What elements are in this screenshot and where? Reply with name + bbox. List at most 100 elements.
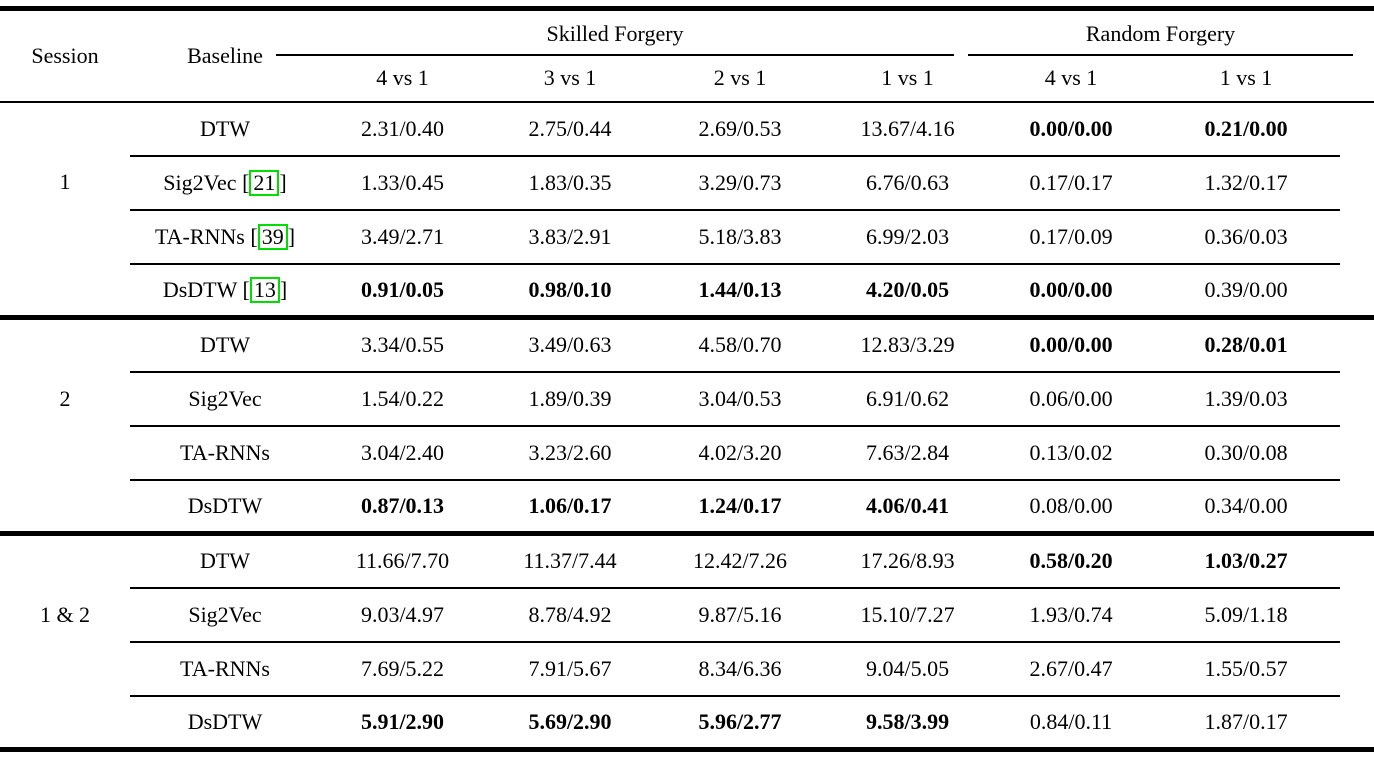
value-cell: 0.30/0.08 xyxy=(1152,425,1341,481)
value-cell: 8.34/6.36 xyxy=(655,641,825,697)
citation-link[interactable]: 21 xyxy=(249,169,280,196)
spacer xyxy=(1340,588,1374,642)
value-cell: 3.23/2.60 xyxy=(485,425,655,481)
value-cell: 9.04/5.05 xyxy=(825,641,991,697)
value-cell: 7.63/2.84 xyxy=(825,425,991,481)
results-table: Session Baseline Skilled Forgery Random … xyxy=(0,6,1374,752)
table-row: DsDTW [13] 0.91/0.05 0.98/0.10 1.44/0.13 4.2… xyxy=(0,264,1374,318)
random-forgery-label: Random Forgery xyxy=(968,21,1354,56)
value-cell: 1.06/0.17 xyxy=(528,492,612,518)
value-cell: 2.31/0.40 xyxy=(320,101,485,157)
value-cell: 0.08/0.00 xyxy=(1029,492,1113,518)
spacer xyxy=(1340,480,1374,534)
value-cell: 0.00/0.00 xyxy=(1029,276,1113,302)
table-header: Session Baseline Skilled Forgery Random … xyxy=(0,9,1374,102)
spacer xyxy=(1340,534,1374,588)
citation-link[interactable]: 39 xyxy=(257,223,288,250)
column-header-baseline: Baseline xyxy=(187,42,263,68)
spacer xyxy=(1340,426,1374,480)
baseline-cell: Sig2Vec xyxy=(130,371,320,427)
value-cell: 12.83/3.29 xyxy=(825,317,991,373)
value-cell: 12.42/7.26 xyxy=(655,533,825,589)
baseline-cell: DTW xyxy=(130,101,320,157)
value-cell: 3.04/2.40 xyxy=(320,425,485,481)
table-row: 2 DTW 3.34/0.55 3.49/0.63 4.58/0.70 12.83/3.2… xyxy=(0,317,1374,411)
column-header-skilled-4vs1: 4 vs 1 xyxy=(376,65,429,90)
baseline-cell: TA-RNNs xyxy=(130,425,320,481)
value-cell: 6.76/0.63 xyxy=(825,155,991,211)
value-cell: 2.67/0.47 xyxy=(990,641,1153,697)
value-cell: 3.29/0.73 xyxy=(655,155,825,211)
value-cell: 2.75/0.44 xyxy=(485,101,655,157)
value-cell: 4.02/3.20 xyxy=(655,425,825,481)
value-cell: 3.34/0.55 xyxy=(320,317,485,373)
header-row-subcolumns: 4 vs 1 3 vs 1 2 vs 1 1 vs 1 4 vs 1 1 vs … xyxy=(0,56,1374,102)
column-header-session: Session xyxy=(31,42,99,68)
table-row: Sig2Vec 1.54/0.22 1.89/0.39 3.04/0.53 6.91/0… xyxy=(0,371,1374,427)
column-header-random-4vs1: 4 vs 1 xyxy=(1044,65,1098,90)
value-cell: 0.06/0.00 xyxy=(990,371,1153,427)
value-cell: 6.99/2.03 xyxy=(825,209,991,265)
column-header-skilled-3vs1: 3 vs 1 xyxy=(543,65,597,90)
value-cell: 7.91/5.67 xyxy=(485,641,655,697)
value-cell: 1.44/0.13 xyxy=(698,276,782,302)
session-group: 1 & 2 DTW 11.66/7.70 11.37/7.44 12.42/7.26 17… xyxy=(0,533,1374,750)
value-cell: 0.28/0.01 xyxy=(1152,317,1341,373)
spacer xyxy=(1340,210,1374,264)
value-cell: 11.66/7.70 xyxy=(320,533,485,589)
session-group: 2 DTW 3.34/0.55 3.49/0.63 4.58/0.70 12.83/3.2… xyxy=(0,317,1374,534)
baseline-cell: DTW xyxy=(130,533,320,589)
value-cell: 13.67/4.16 xyxy=(825,101,991,157)
value-cell: 0.98/0.10 xyxy=(528,276,612,302)
baseline-cell: TA-RNNs [39] xyxy=(130,209,320,265)
value-cell: 11.37/7.44 xyxy=(485,533,655,589)
value-cell: 4.20/0.05 xyxy=(865,276,950,302)
value-cell: 5.18/3.83 xyxy=(655,209,825,265)
spacer xyxy=(1340,318,1374,372)
value-cell: 3.83/2.91 xyxy=(485,209,655,265)
value-cell: 0.13/0.02 xyxy=(990,425,1153,481)
spacer xyxy=(1340,156,1374,210)
value-cell: 0.00/0.00 xyxy=(990,317,1153,373)
value-cell: 1.55/0.57 xyxy=(1152,641,1341,697)
value-cell: 7.69/5.22 xyxy=(320,641,485,697)
column-header-skilled-1vs1: 1 vs 1 xyxy=(881,65,934,90)
value-cell: 0.21/0.00 xyxy=(1152,101,1341,157)
spacer xyxy=(1340,642,1374,696)
column-header-skilled-2vs1: 2 vs 1 xyxy=(713,65,767,90)
value-cell: 0.39/0.00 xyxy=(1204,276,1288,302)
spacer xyxy=(1340,372,1374,426)
value-cell: 0.87/0.13 xyxy=(360,492,445,518)
table-row: DsDTW 0.87/0.13 1.06/0.17 1.24/0.17 4.06/0.4… xyxy=(0,480,1374,534)
value-cell: 1.83/0.35 xyxy=(485,155,655,211)
baseline-cell: DsDTW [13] xyxy=(162,276,288,303)
value-cell: 15.10/7.27 xyxy=(825,587,991,643)
value-cell: 0.34/0.00 xyxy=(1204,492,1288,518)
citation-link[interactable]: 13 xyxy=(249,276,280,303)
header-row-groups: Session Baseline Skilled Forgery Random … xyxy=(0,9,1374,68)
value-cell: 0.84/0.11 xyxy=(1029,708,1113,734)
baseline-cell: DTW xyxy=(130,317,320,373)
value-cell: 3.04/0.53 xyxy=(655,371,825,427)
spacer xyxy=(1340,9,1374,102)
value-cell: 4.58/0.70 xyxy=(655,317,825,373)
value-cell: 5.69/2.90 xyxy=(528,708,612,734)
baseline-cell: TA-RNNs xyxy=(130,641,320,697)
value-cell: 6.91/0.62 xyxy=(825,371,991,427)
value-cell: 1.03/0.27 xyxy=(1152,533,1341,589)
value-cell: 0.58/0.20 xyxy=(990,533,1153,589)
value-cell: 4.06/0.41 xyxy=(865,492,950,518)
value-cell: 9.03/4.97 xyxy=(320,587,485,643)
value-cell: 3.49/0.63 xyxy=(485,317,655,373)
value-cell: 5.96/2.77 xyxy=(698,708,782,734)
value-cell: 1.33/0.45 xyxy=(320,155,485,211)
value-cell: 0.17/0.09 xyxy=(990,209,1153,265)
value-cell: 1.87/0.17 xyxy=(1204,708,1288,734)
value-cell: 3.49/2.71 xyxy=(320,209,485,265)
table-row: TA-RNNs 3.04/2.40 3.23/2.60 4.02/3.20 7.63/2… xyxy=(0,425,1374,481)
value-cell: 1.93/0.74 xyxy=(990,587,1153,643)
session-group: 1 DTW 2.31/0.40 2.75/0.44 2.69/0.53 13.67/4.1… xyxy=(0,101,1374,318)
value-cell: 0.00/0.00 xyxy=(990,101,1153,157)
column-group-skilled-forgery: Skilled Forgery xyxy=(276,9,990,56)
value-cell: 0.91/0.05 xyxy=(360,276,445,302)
